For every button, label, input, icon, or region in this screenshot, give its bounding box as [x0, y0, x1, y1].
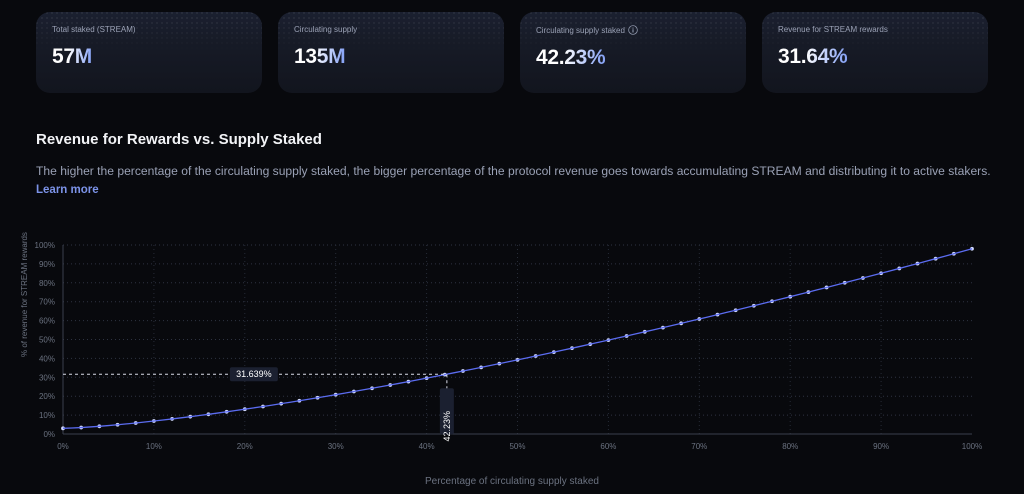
svg-text:42.23%: 42.23%: [442, 411, 452, 442]
svg-text:80%: 80%: [782, 442, 798, 451]
svg-text:31.639%: 31.639%: [236, 369, 272, 379]
svg-text:50%: 50%: [509, 442, 525, 451]
svg-text:0%: 0%: [43, 430, 55, 439]
svg-text:60%: 60%: [600, 442, 616, 451]
svg-text:10%: 10%: [146, 442, 162, 451]
svg-text:40%: 40%: [419, 442, 435, 451]
svg-text:40%: 40%: [39, 354, 55, 363]
svg-text:20%: 20%: [39, 392, 55, 401]
svg-text:70%: 70%: [39, 298, 55, 307]
svg-text:100%: 100%: [962, 442, 982, 451]
svg-text:90%: 90%: [39, 260, 55, 269]
svg-text:0%: 0%: [57, 442, 69, 451]
svg-text:90%: 90%: [873, 442, 889, 451]
svg-text:60%: 60%: [39, 317, 55, 326]
svg-text:50%: 50%: [39, 336, 55, 345]
svg-text:70%: 70%: [691, 442, 707, 451]
svg-text:20%: 20%: [237, 442, 253, 451]
svg-text:100%: 100%: [35, 241, 55, 250]
svg-text:10%: 10%: [39, 411, 55, 420]
svg-text:80%: 80%: [39, 279, 55, 288]
svg-text:30%: 30%: [328, 442, 344, 451]
svg-text:30%: 30%: [39, 373, 55, 382]
